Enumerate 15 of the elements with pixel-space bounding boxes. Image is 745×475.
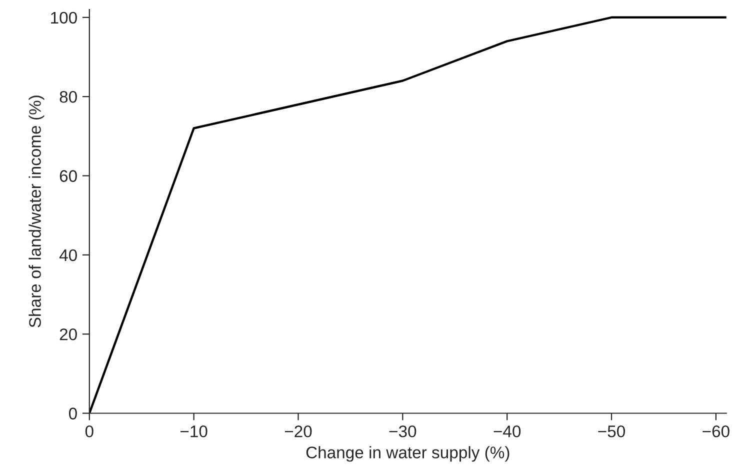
- x-tick-label: −30: [389, 425, 416, 438]
- x-tick-label: −50: [598, 425, 625, 438]
- y-tick-label: 100: [51, 12, 77, 24]
- y-axis-title: Share of land/water income (%): [28, 96, 44, 328]
- x-tick-label: 0: [85, 425, 94, 438]
- x-tick-label: −60: [702, 425, 730, 438]
- x-axis-title: Change in water supply (%): [306, 446, 510, 462]
- y-tick-label: 20: [60, 328, 77, 340]
- x-tick-label: −10: [180, 425, 208, 438]
- y-tick-label: 60: [60, 170, 77, 182]
- y-tick-label: 80: [60, 90, 77, 103]
- x-tick-label: −20: [284, 425, 312, 438]
- x-tick-label: −40: [494, 425, 521, 438]
- y-tick-label: 0: [68, 408, 77, 420]
- y-tick-label: 40: [59, 249, 77, 262]
